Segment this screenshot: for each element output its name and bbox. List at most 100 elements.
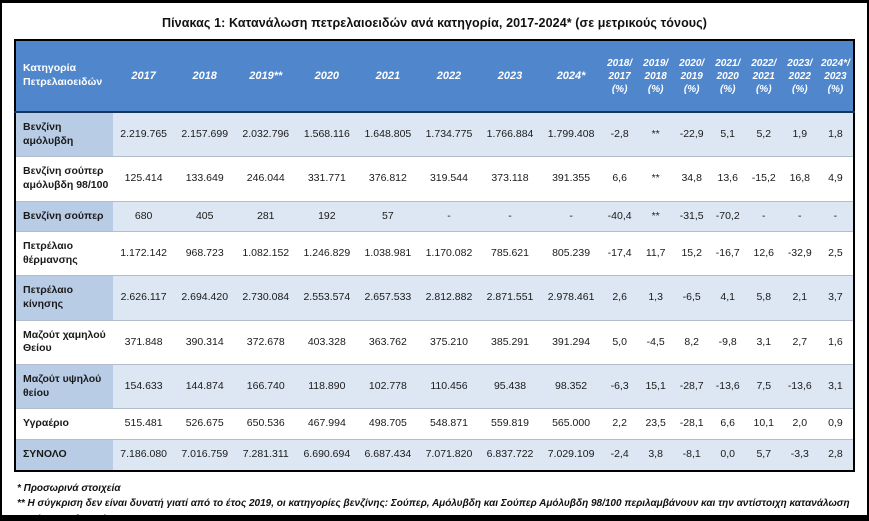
value-cell: 2.978.461 (540, 275, 602, 321)
value-cell: 650.536 (246, 417, 285, 430)
value-cell: 968.723 (185, 247, 224, 260)
col-header-year-2022: 2022 (418, 40, 480, 113)
pct-change-cell: 4,9 (828, 172, 843, 185)
col-header-pct-change-2: 2020/ 2019 (%) (673, 40, 710, 113)
col-header-category: Κατηγορία Πετρελαιοειδών (15, 40, 114, 113)
value-cell: 2.871.551 (479, 275, 541, 321)
pct-change-cell: -4,5 (646, 335, 665, 348)
table-title: Πίνακας 1: Κατανάλωση πετρελαιοειδών ανά… (161, 16, 708, 30)
pct-change-cell: -15,2 (751, 172, 776, 185)
footnote-provisional: * Προσωρινά στοιχεία (17, 482, 121, 494)
pct-change-cell: 1,9 (781, 112, 818, 157)
value-cell: 680 (113, 201, 175, 232)
value-cell: 57 (357, 201, 419, 232)
value-cell: 391.355 (552, 172, 591, 185)
value-cell: 2.694.420 (174, 275, 236, 321)
pct-change-cell: 2,6 (601, 275, 638, 321)
pct-change-cell: -9,8 (718, 335, 737, 348)
pct-change-cell: 3,7 (817, 275, 854, 321)
value-cell: 2.730.084 (235, 275, 297, 321)
pct-change-cell: -28,1 (679, 417, 704, 430)
pct-change-cell: -31,5 (673, 201, 710, 232)
value-cell: 2.553.574 (296, 275, 358, 321)
value-cell: 192 (296, 201, 358, 232)
pct-change-cell: 5,8 (745, 275, 782, 321)
col-header-year-2023: 2023 (479, 40, 541, 113)
value-cell: 154.633 (113, 364, 175, 409)
table-row-5-label: Μαζούτ χαμηλού Θείου (15, 320, 114, 365)
header-row: Κατηγορία Πετρελαιοειδών 2017 2018 2019** 20… (15, 40, 854, 113)
value-cell: 363.762 (368, 335, 407, 348)
value-cell: 373.118 (491, 172, 529, 185)
value-cell: 1.734.775 (418, 112, 480, 157)
value-cell: 548.871 (429, 417, 468, 430)
value-cell: 1.170.082 (425, 247, 473, 260)
col-header-year-2019: 2019** (235, 40, 297, 113)
value-cell: 125.414 (124, 172, 163, 185)
pct-change-cell: ** (637, 201, 674, 232)
pct-change-cell: - (745, 201, 782, 232)
value-cell: 2.657.533 (357, 275, 419, 321)
value-cell: 118.890 (296, 364, 358, 409)
pct-change-cell: 5,1 (709, 112, 746, 157)
table-row-6: Μαζούτ υψηλού θείου 154.633 144.874 166.740… (15, 364, 854, 409)
col-header-pct-change-0: 2018/ 2017 (%) (601, 40, 638, 113)
table-row-2-label: Βενζίνη σούπερ (15, 201, 114, 232)
pct-change-cell: 3,8 (637, 439, 674, 471)
value-cell: 375.210 (429, 335, 468, 348)
value-cell: 390.314 (185, 335, 224, 348)
value-cell: 2.626.117 (113, 275, 175, 321)
value-cell: 805.239 (552, 247, 591, 260)
value-cell: 1.648.805 (357, 112, 419, 157)
pct-change-cell: 2,0 (792, 417, 808, 430)
col-header-year-2024: 2024* (540, 40, 602, 113)
value-cell: 166.740 (235, 364, 297, 409)
pct-change-cell: -6,5 (673, 275, 710, 321)
value-cell: 376.812 (368, 172, 407, 185)
table-row-0-label: Βενζίνη αμόλυβδη (15, 112, 114, 157)
value-cell: 467.994 (307, 417, 346, 430)
pct-change-cell: 5,7 (745, 439, 782, 471)
pct-change-cell: 8,2 (684, 335, 699, 348)
value-cell: 7.281.311 (235, 439, 297, 471)
value-cell: 95.438 (479, 364, 541, 409)
pct-change-cell: 0,9 (828, 417, 843, 430)
table-row-0: Βενζίνη αμόλυβδη 2.219.765 2.157.699 2.032.… (15, 112, 854, 157)
pct-change-cell: 34,8 (681, 172, 702, 185)
col-header-year-2021: 2021 (357, 40, 419, 113)
value-cell: 7.016.759 (174, 439, 236, 471)
value-cell: 281 (235, 201, 297, 232)
value-cell: 565.000 (552, 417, 591, 430)
pct-change-cell: 2,5 (828, 247, 843, 260)
col-header-year-2020: 2020 (296, 40, 358, 113)
table-row-2: Βενζίνη σούπερ 680 405 281 192 57- - - -40,4 ** -3… (15, 201, 854, 232)
table-row-7: Υγραέριο 515.481 526.675 650.536 467.994 498.… (15, 408, 854, 440)
pct-change-cell: 13,6 (717, 172, 738, 185)
value-cell: 2.812.882 (418, 275, 480, 321)
col-header-year-2017: 2017 (113, 40, 175, 113)
pct-change-cell: 10,1 (753, 417, 774, 430)
value-cell: 319.544 (429, 172, 468, 185)
total-row-label: ΣΥΝΟΛΟ (15, 439, 114, 471)
value-cell: 1.082.152 (242, 247, 290, 260)
value-cell: 2.157.699 (174, 112, 236, 157)
pct-change-cell: 2,7 (792, 335, 808, 348)
pct-change-cell: 15,1 (637, 364, 674, 409)
value-cell: 515.481 (124, 417, 163, 430)
value-cell: 6.690.694 (296, 439, 358, 471)
value-cell: 526.675 (185, 417, 224, 430)
value-cell: 7.029.109 (540, 439, 602, 471)
pct-change-cell: 11,7 (645, 247, 666, 260)
pct-change-cell: - (781, 201, 818, 232)
value-cell: 144.874 (174, 364, 236, 409)
col-header-pct-change-3: 2021/ 2020 (%) (709, 40, 746, 113)
pct-change-cell: 2,8 (817, 439, 854, 471)
value-cell: 403.328 (307, 335, 346, 348)
pct-change-cell: -22,9 (673, 112, 710, 157)
value-cell: 371.848 (124, 335, 163, 348)
pct-change-cell: 3,1 (756, 335, 772, 348)
value-cell: 2.032.796 (235, 112, 297, 157)
pct-change-cell: -70,2 (709, 201, 746, 232)
pct-change-cell: ** (637, 112, 674, 157)
